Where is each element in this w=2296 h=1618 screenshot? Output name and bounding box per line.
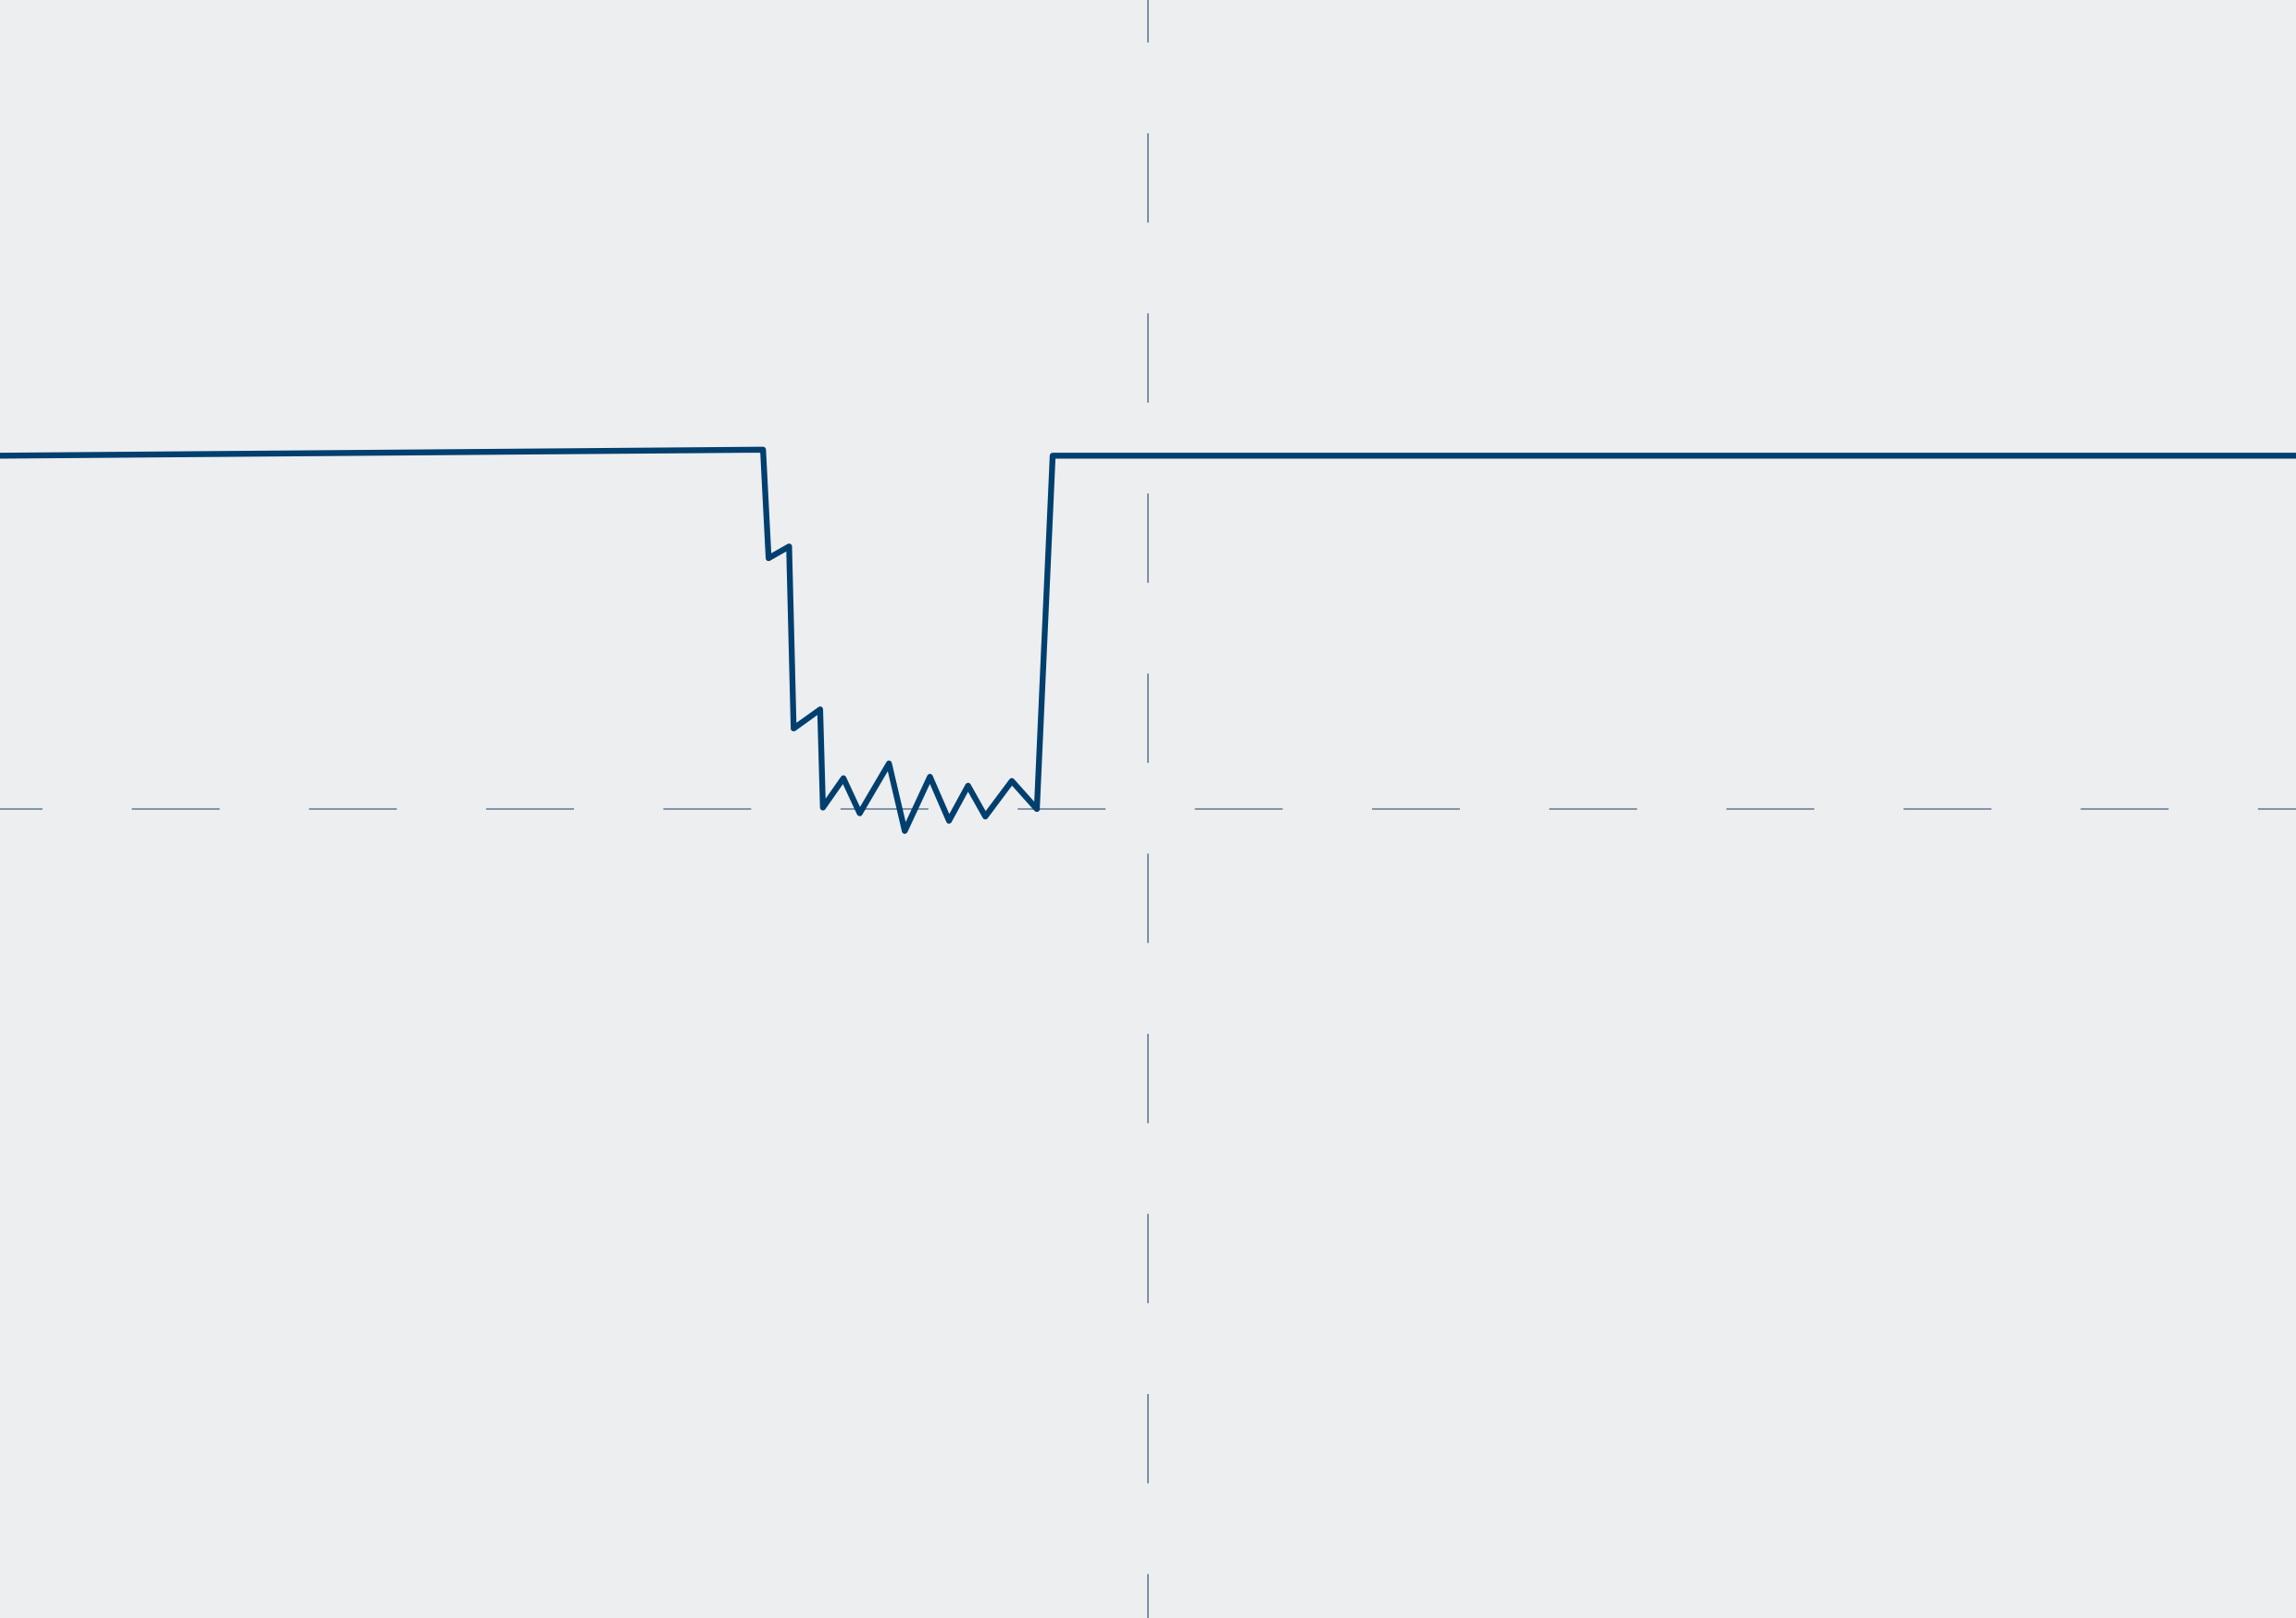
series-line <box>0 446 2296 834</box>
